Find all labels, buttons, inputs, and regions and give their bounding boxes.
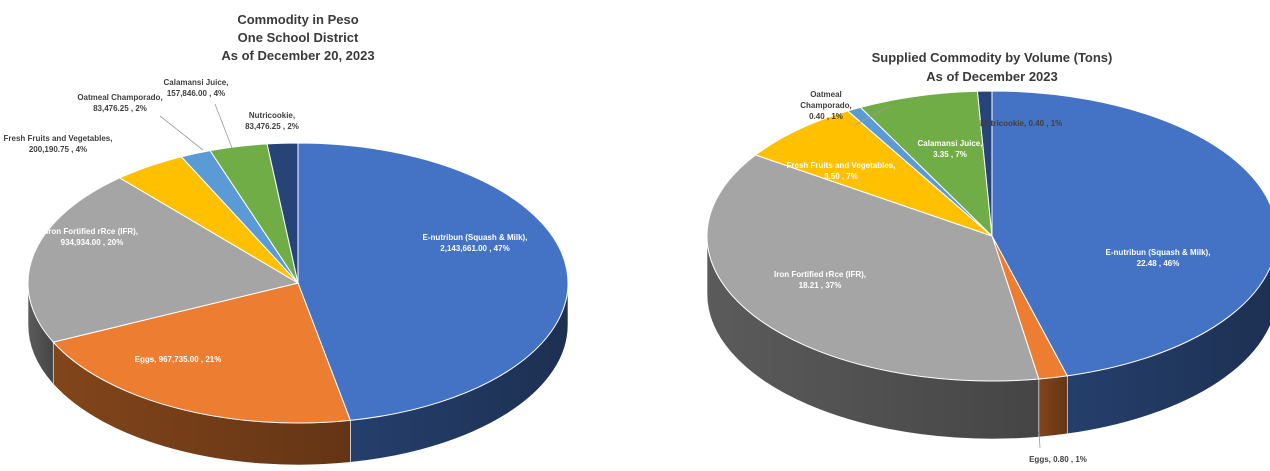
- data-label-nutricookie: Nutricookie, 0.40 , 1%: [980, 119, 1062, 128]
- data-label-eggs: Eggs, 967,735.00 , 21%: [135, 355, 222, 364]
- pie-slice-e-nutribun-squash-milk: [297, 142, 569, 421]
- pie-slice-e-nutribun-squash-milk: [991, 90, 1270, 377]
- data-label-fresh-fruits-and-vegetables: Fresh Fruits and Vegetables, 200,190.75 ,…: [4, 134, 113, 154]
- data-label-nutricookie: Nutricookie, 83,476.25 , 2%: [245, 111, 299, 131]
- pie-slice-nutricookie: [976, 90, 993, 237]
- pie-slices: [706, 90, 1270, 382]
- leader-line-oatmeal-champorado: [854, 105, 891, 126]
- pie-slice-fresh-fruits-and-vegetables: [754, 110, 993, 237]
- pie-side-eggs: [1038, 375, 1068, 438]
- commodity-peso-pie-chart: Commodity in Peso One School District As o…: [4, 12, 569, 466]
- data-label-oatmeal-champorado: Oatmeal Champorado, 83,476.25 , 2%: [77, 93, 162, 113]
- leader-line-calamansi-juice: [214, 103, 233, 149]
- data-label-e-nutribun-squash-milk: E-nutribun (Squash & Milk), 22.48 , 46%: [1106, 248, 1211, 268]
- data-label-fresh-fruits-and-vegetables: Fresh Fruits and Vegetables, 3.50 , 7%: [787, 161, 896, 181]
- pie-slice-iron-fortified-rrce-ifr: [706, 154, 1040, 382]
- data-label-iron-fortified-rrce-ifr: Iron Fortified rRce (IFR), 934,934.00 , 2…: [46, 227, 138, 247]
- chart-title-line: As of December 20, 2023: [221, 48, 374, 63]
- pie-slice-calamansi-juice: [859, 90, 993, 238]
- pie-slice-eggs: [52, 282, 352, 424]
- chart-title-line: Commodity in Peso: [237, 12, 358, 27]
- leader-line-oatmeal-champorado: [159, 115, 204, 151]
- chart-title-line: One School District: [238, 30, 359, 45]
- chart-title-line: Supplied Commodity by Volume (Tons): [872, 50, 1113, 65]
- data-label-eggs: Eggs, 0.80 , 1%: [1029, 455, 1087, 464]
- pie-slice-iron-fortified-rrce-ifr: [27, 177, 300, 343]
- pie-slices: [27, 142, 569, 424]
- pie-slice-nutricookie: [266, 142, 299, 284]
- data-label-calamansi-juice: Calamansi Juice, 3.35 , 7%: [918, 139, 983, 159]
- data-label-e-nutribun-squash-milk: E-nutribun (Squash & Milk), 2,143,661.00 …: [423, 233, 528, 253]
- leader-line-eggs: [1038, 431, 1041, 449]
- data-label-iron-fortified-rrce-ifr: Iron Fortified rRce (IFR), 18.21 , 37%: [774, 270, 866, 290]
- commodity-volume-pie-chart: Supplied Commodity by Volume (Tons) As of…: [706, 50, 1270, 464]
- chart-title-line: As of December 2023: [926, 69, 1058, 84]
- data-label-calamansi-juice: Calamansi Juice, 157,846.00 , 4%: [164, 78, 229, 98]
- data-label-oatmeal-champorado: Oatmeal Champorado, 0.40 , 1%: [800, 90, 852, 121]
